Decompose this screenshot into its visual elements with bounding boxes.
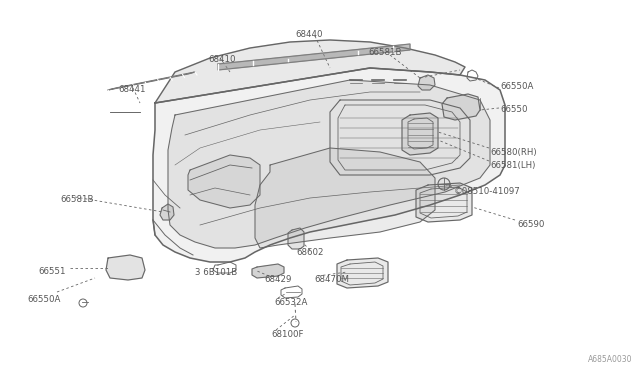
- Text: 68429: 68429: [264, 275, 291, 284]
- Polygon shape: [155, 40, 465, 103]
- Text: 68440: 68440: [295, 30, 323, 39]
- Text: 68100F: 68100F: [271, 330, 303, 339]
- Polygon shape: [160, 204, 174, 220]
- Text: 66550: 66550: [500, 105, 527, 114]
- Text: 66581(LH): 66581(LH): [490, 161, 536, 170]
- Text: 3 6B101B: 3 6B101B: [195, 268, 237, 277]
- Text: 66590: 66590: [517, 220, 545, 229]
- Polygon shape: [188, 155, 260, 208]
- Polygon shape: [252, 264, 284, 278]
- Text: 66551: 66551: [38, 267, 65, 276]
- Text: 68470M: 68470M: [314, 275, 349, 284]
- Polygon shape: [218, 44, 410, 70]
- Text: A685A0030: A685A0030: [588, 355, 632, 364]
- Polygon shape: [442, 94, 480, 120]
- Polygon shape: [337, 258, 388, 288]
- Text: 68602: 68602: [296, 248, 323, 257]
- Polygon shape: [288, 228, 304, 249]
- Polygon shape: [153, 68, 505, 262]
- Text: 66580(RH): 66580(RH): [490, 148, 536, 157]
- Text: 66532A: 66532A: [274, 298, 307, 307]
- Polygon shape: [168, 80, 490, 248]
- Text: 66550A: 66550A: [500, 82, 533, 91]
- Polygon shape: [416, 183, 472, 222]
- Polygon shape: [106, 255, 145, 280]
- Text: ©08510-41097: ©08510-41097: [454, 187, 521, 196]
- Text: 68410: 68410: [208, 55, 236, 64]
- Text: 68441: 68441: [118, 85, 145, 94]
- Polygon shape: [255, 148, 435, 248]
- Polygon shape: [418, 75, 435, 90]
- Polygon shape: [402, 113, 438, 155]
- Text: 66550A: 66550A: [27, 295, 60, 304]
- Text: 66581B: 66581B: [60, 195, 93, 204]
- Polygon shape: [108, 72, 195, 90]
- Text: 66581B: 66581B: [368, 48, 401, 57]
